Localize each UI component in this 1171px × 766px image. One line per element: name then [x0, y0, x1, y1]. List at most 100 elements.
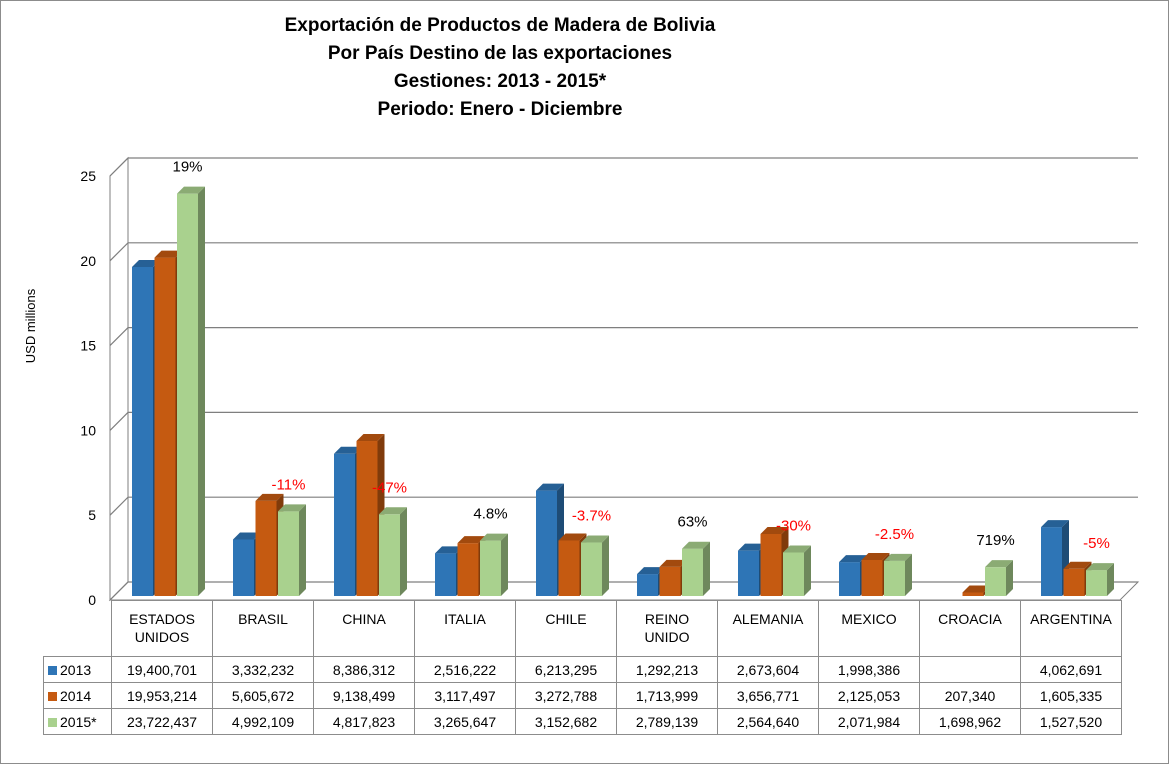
bar-top — [233, 532, 261, 540]
bar-front — [861, 559, 883, 596]
table-cell: 4,062,691 — [1020, 656, 1122, 683]
y-tick-label: 10 — [80, 422, 96, 438]
bar-side — [804, 545, 811, 596]
table-cell: 207,340 — [919, 682, 1021, 709]
table-cell: 3,332,232 — [212, 656, 314, 683]
category-label-line: ARGENTINA — [1030, 611, 1112, 627]
y-tick-label: 15 — [80, 338, 96, 354]
bar-top — [839, 555, 867, 563]
category-label-line: REINO — [644, 611, 690, 627]
bar — [884, 553, 912, 596]
bar-top — [435, 546, 463, 554]
category-label: ALEMANIA — [717, 600, 819, 657]
bar-side — [905, 553, 912, 596]
table-cell: 6,213,295 — [515, 656, 617, 683]
bar-top — [738, 543, 766, 551]
category-label: CROACIA — [919, 600, 1021, 657]
legend-entry: 2014 — [43, 682, 112, 709]
bar-side — [299, 504, 306, 596]
category-label-line: ITALIA — [444, 611, 486, 627]
percent-annotations: 19% -11% -47% 4.8% -3.7% 63% -30% -2.5% 719% -5% — [172, 159, 1109, 552]
table-cell: 2,071,984 — [818, 708, 920, 735]
bar-front — [255, 500, 277, 596]
bar — [177, 186, 205, 596]
category-label: CHINA — [313, 600, 415, 657]
legend-label: 2014 — [60, 687, 92, 704]
bar — [783, 545, 811, 596]
bar-chart-3d: 0 5 10 15 20 25 USD millions 19% -11% -47% 4.8% -… — [23, 156, 1140, 608]
bar-top — [558, 533, 587, 541]
category-label: REINO UNIDO — [616, 600, 718, 657]
legend-label: 2013 — [60, 661, 92, 678]
bar-top — [334, 446, 362, 454]
legend-key — [48, 717, 57, 727]
bar-front — [1063, 568, 1085, 596]
bar-top — [581, 535, 609, 543]
bar-front — [356, 441, 378, 596]
bar-front — [760, 533, 782, 596]
gridline — [109, 242, 1138, 262]
title-line-3: Gestiones: 2013 - 2015* — [393, 71, 607, 92]
bar-side — [198, 186, 205, 596]
legend-label: 2015* — [60, 713, 97, 730]
legend-entry: 2015* — [43, 708, 112, 735]
bar-side — [501, 533, 508, 596]
bar-front — [177, 193, 198, 596]
category-label: CHILE — [515, 600, 617, 657]
bar — [480, 533, 508, 596]
table-cell — [919, 656, 1021, 683]
bar — [985, 560, 1013, 596]
bar-top — [1041, 520, 1069, 528]
percent-label: -11% — [272, 476, 306, 493]
table-cell: 5,605,672 — [212, 682, 314, 709]
category-label: ESTADOS UNIDOS — [111, 600, 213, 657]
bar — [581, 535, 609, 596]
bar-top — [760, 526, 789, 534]
table-cell: 4,992,109 — [212, 708, 314, 735]
bar-side — [703, 541, 710, 596]
bar-front — [1086, 570, 1107, 596]
category-label: ITALIA — [414, 600, 516, 657]
bar-front — [1041, 527, 1062, 596]
series-row: 2013 19,400,701 3,332,232 8,386,312 2,516,22… — [43, 656, 1122, 683]
y-tick-label: 0 — [88, 592, 96, 608]
legend-entry: 2013 — [43, 656, 112, 683]
table-cell: 3,152,682 — [515, 708, 617, 735]
percent-label: -2.5% — [875, 526, 914, 543]
percent-label: 63% — [677, 514, 707, 531]
table-cell: 19,400,701 — [111, 656, 213, 683]
category-label-line: ESTADOS — [129, 611, 195, 627]
bar-front — [480, 540, 501, 596]
data-table: ESTADOS UNIDOS BRASIL CHINA ITALIA CHILE REINO… — [43, 600, 1122, 735]
bar-top — [278, 504, 306, 512]
gridline — [109, 157, 1138, 177]
table-cell: 2,125,053 — [818, 682, 920, 709]
bar-side — [1107, 563, 1114, 596]
chart-title: Exportación de Productos de Madera de Bo… — [180, 12, 820, 124]
bar-front — [278, 511, 299, 596]
bar-front — [839, 562, 860, 596]
bar — [1086, 563, 1114, 596]
y-axis-ticks: 0 5 10 15 20 25 — [80, 168, 96, 608]
category-label-line: CHILE — [545, 611, 587, 627]
bar-top — [1063, 561, 1092, 569]
bar-front — [783, 552, 804, 596]
bar-front — [558, 540, 580, 596]
table-cell: 1,998,386 — [818, 656, 920, 683]
table-cell: 8,386,312 — [313, 656, 415, 683]
category-row: ESTADOS UNIDOS BRASIL CHINA ITALIA CHILE REINO… — [43, 600, 1122, 657]
bar-front — [884, 560, 905, 596]
side-wall — [109, 156, 129, 602]
percent-label: -30% — [776, 518, 811, 535]
bar-front — [154, 257, 176, 596]
percent-label: -5% — [1083, 535, 1110, 552]
bar-front — [659, 566, 681, 596]
category-label-line: UNIDO — [644, 629, 690, 645]
bar-top — [783, 545, 811, 553]
bar-front — [435, 553, 456, 596]
bar-top — [457, 536, 486, 544]
percent-label: -47% — [372, 479, 407, 496]
table-cell: 1,698,962 — [919, 708, 1021, 735]
bar-front — [334, 453, 355, 596]
bar-front — [985, 567, 1006, 596]
